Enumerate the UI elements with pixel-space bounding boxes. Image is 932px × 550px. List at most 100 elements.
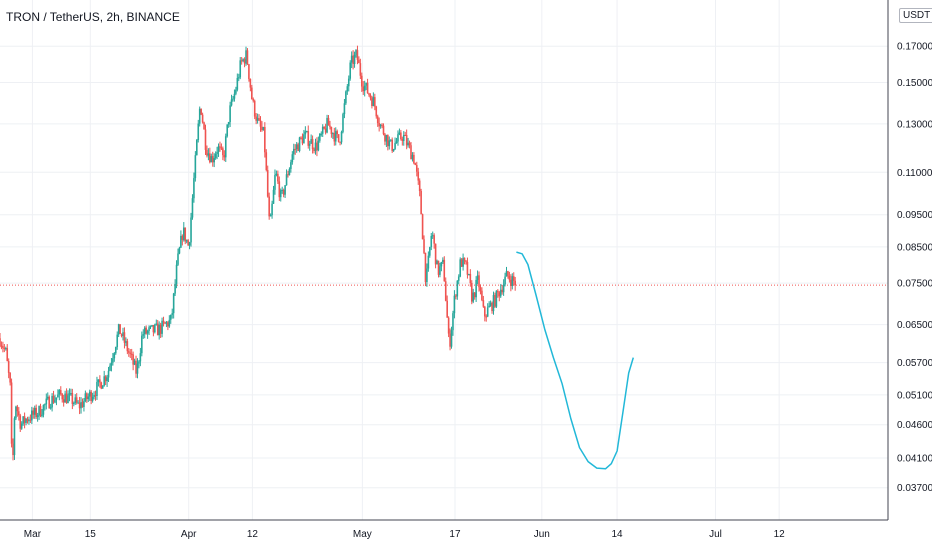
candle-body [510, 279, 512, 286]
candle [145, 325, 147, 335]
candle-body [297, 144, 299, 151]
candle [70, 388, 72, 396]
candle [158, 321, 160, 340]
candle [418, 178, 421, 197]
candle-body [262, 127, 265, 131]
candle-body [400, 132, 402, 139]
candle [178, 246, 181, 255]
candle [272, 185, 275, 205]
candle-body [117, 324, 120, 335]
candle [188, 241, 191, 250]
candle [511, 273, 514, 290]
candle-body [423, 239, 425, 253]
candle [505, 266, 508, 277]
candle [74, 394, 77, 405]
candle-body [285, 174, 288, 186]
candle-body [362, 86, 365, 92]
candle [339, 141, 341, 146]
candle [46, 392, 49, 401]
candle [155, 319, 158, 326]
candle-body [209, 153, 211, 163]
candle [149, 325, 152, 330]
candle-body [86, 393, 88, 400]
candle-body [162, 320, 165, 323]
candle [175, 260, 178, 289]
candle [216, 146, 218, 160]
candle-body [61, 394, 64, 400]
candle [75, 393, 78, 405]
candle-body [272, 189, 275, 204]
candle [275, 170, 278, 177]
candle-body [431, 235, 434, 237]
candle [100, 381, 103, 390]
candle-body [323, 126, 325, 129]
candle-body [281, 189, 284, 191]
candle-body [97, 379, 100, 383]
candle-body [126, 341, 129, 352]
candle-body [365, 82, 367, 86]
candle-body [495, 290, 498, 307]
candle [152, 324, 155, 337]
candle [135, 355, 137, 378]
candle [423, 235, 425, 255]
candle [39, 403, 42, 418]
candle-body [49, 407, 52, 409]
candle [206, 145, 208, 158]
candle [307, 125, 310, 149]
candle [362, 81, 365, 95]
candle [398, 128, 401, 136]
candle [59, 386, 62, 396]
candle-body [249, 78, 252, 88]
candle-body [143, 327, 146, 335]
candle-body [413, 154, 415, 164]
candle-body [360, 75, 363, 87]
y-tick-label: 0.11000 [897, 168, 932, 179]
candle-body [141, 335, 143, 354]
candle [88, 389, 91, 401]
candle [80, 397, 82, 414]
candle [457, 274, 460, 285]
candle-body [94, 395, 97, 397]
candle [198, 106, 201, 127]
candle-body [33, 407, 36, 415]
candle [350, 51, 353, 69]
candle-body [427, 255, 430, 269]
currency-badge[interactable]: USDT [899, 8, 932, 23]
candle-body [353, 54, 356, 65]
candle [479, 284, 482, 295]
candle-body [2, 346, 4, 348]
candle [16, 404, 19, 417]
candle [143, 326, 146, 339]
candle [237, 73, 240, 82]
candle-body [271, 203, 273, 216]
candle [345, 90, 347, 105]
candle-body [492, 295, 495, 312]
candle [359, 58, 362, 80]
candle-body [478, 275, 480, 288]
candle-body [54, 399, 56, 403]
candle [306, 130, 308, 133]
candle-body [196, 139, 198, 156]
candle-body [268, 196, 270, 217]
candle-body [142, 334, 145, 336]
candle [404, 131, 407, 136]
y-tick-label: 0.04100 [897, 454, 932, 465]
candle-body [252, 99, 255, 101]
candle [214, 151, 217, 160]
candle [476, 270, 479, 285]
chart-title: TRON / TetherUS, 2h, BINANCE [6, 10, 180, 24]
candle-body [125, 341, 127, 343]
candle-body [402, 134, 405, 141]
candle [4, 346, 7, 351]
candle-body [217, 146, 220, 152]
candle-body [292, 148, 295, 155]
candle [372, 92, 375, 107]
candle-body [73, 402, 75, 404]
candle [287, 170, 289, 178]
candle [253, 99, 256, 120]
candle [300, 136, 302, 140]
candle-body [71, 393, 74, 404]
candle-body [418, 180, 421, 192]
candle [360, 72, 363, 92]
